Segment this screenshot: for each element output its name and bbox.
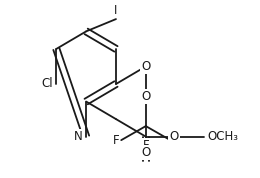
Text: O: O: [141, 90, 151, 103]
Text: I: I: [114, 4, 118, 17]
Text: Cl: Cl: [41, 77, 53, 90]
Text: O: O: [169, 130, 178, 143]
Text: O: O: [141, 146, 151, 159]
Text: F: F: [172, 134, 179, 147]
Text: F: F: [113, 134, 120, 147]
Text: OCH₃: OCH₃: [207, 130, 238, 143]
Text: N: N: [74, 130, 83, 143]
Text: F: F: [142, 139, 149, 152]
Text: O: O: [141, 60, 151, 73]
